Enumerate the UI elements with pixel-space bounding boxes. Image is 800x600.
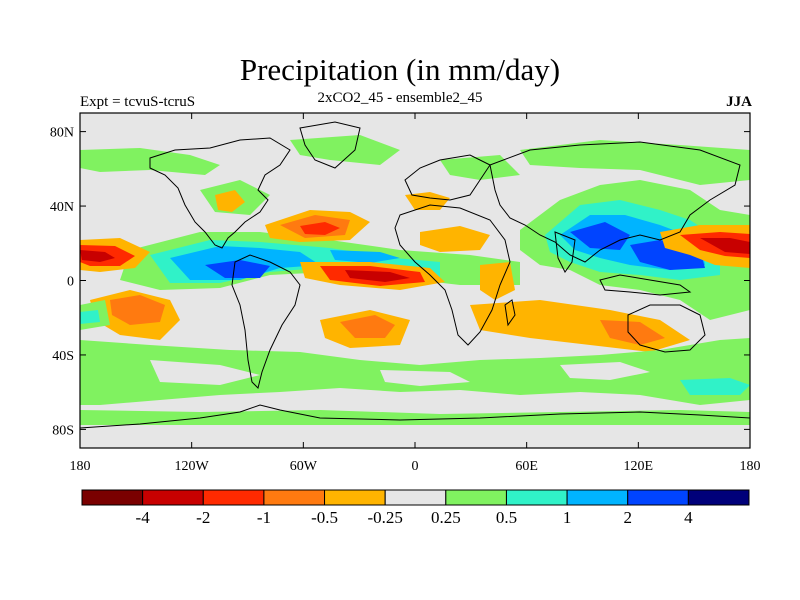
contour-darkred-tatl (345, 270, 410, 282)
season-label: JJA (726, 94, 752, 110)
coast-south-america (231, 254, 301, 389)
colorbar-label: 1 (563, 508, 572, 527)
contour-green-arctic-3 (520, 140, 750, 185)
colorbar-label: -2 (196, 508, 210, 527)
coast-europe (404, 154, 491, 201)
longitude-ticks: 180 120W 60W 0 60E 120E 180 (70, 113, 761, 474)
map-subtitle: 2xCO2_45 - ensemble2_45 (317, 90, 483, 106)
lon-tick-label: 120W (175, 459, 210, 474)
lon-tick-label: 60W (290, 459, 318, 474)
colorbar-box (566, 489, 629, 506)
contour-cyan-spac-west (80, 310, 100, 324)
contour-red-spac (110, 295, 165, 325)
colorbar-box (627, 489, 689, 506)
contour-gray-southern-gap-3 (560, 362, 650, 380)
lat-tick-label: 40S (52, 349, 74, 364)
contour-darkred-pacific-east (700, 238, 750, 254)
colorbar-box (202, 489, 265, 506)
lat-tick-label: 40N (50, 200, 74, 215)
coast-north-america (149, 137, 291, 249)
lat-tick-label: 0 (67, 275, 74, 290)
colorbar-label: 0.5 (496, 508, 517, 527)
lon-tick-label: 120E (624, 459, 654, 474)
coast-madagascar (504, 299, 516, 327)
coast-asia (489, 141, 741, 263)
coast-australia (627, 304, 706, 353)
colorbar-label: -4 (136, 508, 151, 527)
colorbar-box (324, 489, 386, 506)
colorbar-box (263, 489, 326, 506)
colorbar-label: -1 (257, 508, 271, 527)
colorbar-label: -0.5 (311, 508, 338, 527)
colorbar-box (142, 489, 204, 506)
colorbar-box (687, 489, 750, 506)
contour-green-arctic-2 (290, 135, 400, 165)
lon-tick-label: 180 (70, 459, 91, 474)
contour-orange-namerica (215, 190, 245, 212)
contour-lightblue-atlantic (330, 250, 400, 263)
latitude-ticks: 80N 40N 0 40S 80S (50, 126, 750, 438)
lat-tick-label: 80N (50, 126, 74, 141)
coast-africa (394, 204, 511, 346)
colorbar-box (384, 489, 447, 506)
colorbar-box (445, 489, 507, 506)
colorbar-label: 0.25 (431, 508, 461, 527)
lon-tick-label: 180 (740, 459, 761, 474)
colorbar-label: 4 (684, 508, 693, 527)
coast-antarctica (80, 404, 750, 429)
coastlines (80, 121, 750, 429)
coast-india (554, 231, 576, 273)
contour-blue-itcz (205, 260, 270, 278)
colorbar: -4 -2 -1 -0.5 -0.25 0.25 0.5 1 2 4 (81, 489, 750, 527)
coast-indonesia (599, 274, 692, 296)
contour-darkred-natl (300, 222, 340, 235)
colorbar-label: 2 (623, 508, 632, 527)
experiment-label: Expt = tcvuS-tcruS (80, 94, 196, 110)
contour-red-satl (340, 315, 395, 338)
colorbar-box (81, 489, 144, 506)
colorbar-box (505, 489, 568, 506)
map-title: Precipitation (in mm/day) (239, 52, 561, 87)
lon-tick-label: 60E (515, 459, 538, 474)
contour-cyan-southern (680, 378, 750, 395)
contour-gray-southern-gap-1 (150, 360, 260, 385)
lon-tick-label: 0 (412, 459, 419, 474)
contour-orange-africa-n (420, 226, 490, 252)
contour-red-indian (600, 320, 665, 345)
contour-gray-southern-gap-2 (380, 370, 470, 386)
lat-tick-label: 80S (52, 423, 74, 438)
coast-greenland (299, 121, 361, 169)
colorbar-label: -0.25 (367, 508, 402, 527)
contour-darkred-pacific-west (80, 250, 115, 262)
